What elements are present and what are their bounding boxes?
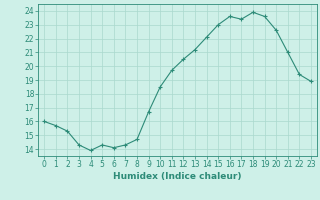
X-axis label: Humidex (Indice chaleur): Humidex (Indice chaleur) — [113, 172, 242, 181]
